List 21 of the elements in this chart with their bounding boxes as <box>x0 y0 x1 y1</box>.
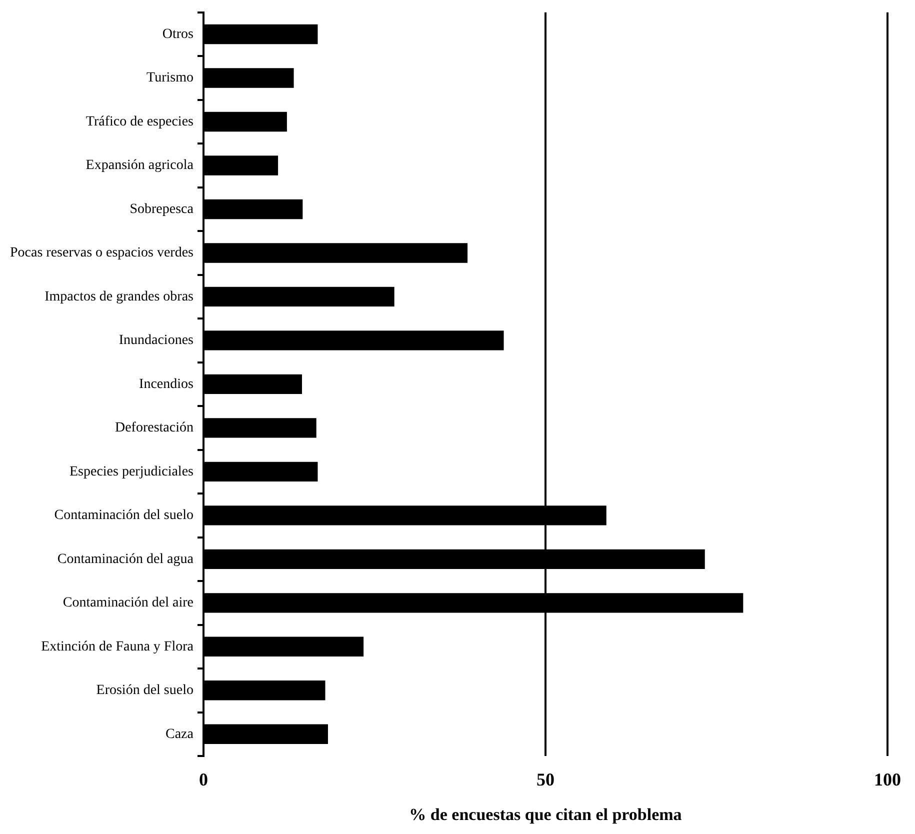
x-axis-title: % de encuestas que citan el problema <box>409 805 682 824</box>
y-tick-label: Extinción de Fauna y Flora <box>41 639 194 654</box>
y-tick-label: Pocas reservas o espacios verdes <box>10 246 194 261</box>
y-tick-label: Caza <box>166 726 194 742</box>
y-tick-label: Expansión agricola <box>86 158 194 174</box>
x-tick-label: 100 <box>874 769 901 790</box>
y-tick-label: Sobrepesca <box>130 202 194 217</box>
y-tick-label: Otros <box>162 26 194 42</box>
y-tick-label: Contaminación del aire <box>62 596 194 611</box>
y-tick-label: Tráfico de especies <box>86 114 194 130</box>
y-tick-label: Inundaciones <box>118 333 194 348</box>
x-tick-label: 50 <box>536 769 554 790</box>
y-tick-label: Erosión del suelo <box>96 683 194 698</box>
y-tick-label: Incendios <box>139 376 194 392</box>
x-tick-label: 0 <box>198 769 208 790</box>
y-tick-label: Impactos de grandes obras <box>44 289 194 304</box>
y-tick-label: Deforestación <box>114 420 194 436</box>
y-tick-label: Turismo <box>146 70 194 86</box>
y-tick-label: Especies perjudiciales <box>69 464 194 480</box>
y-tick-label: Contaminación del suelo <box>54 508 194 524</box>
y-tick-label: Contaminación del agua <box>57 552 194 567</box>
